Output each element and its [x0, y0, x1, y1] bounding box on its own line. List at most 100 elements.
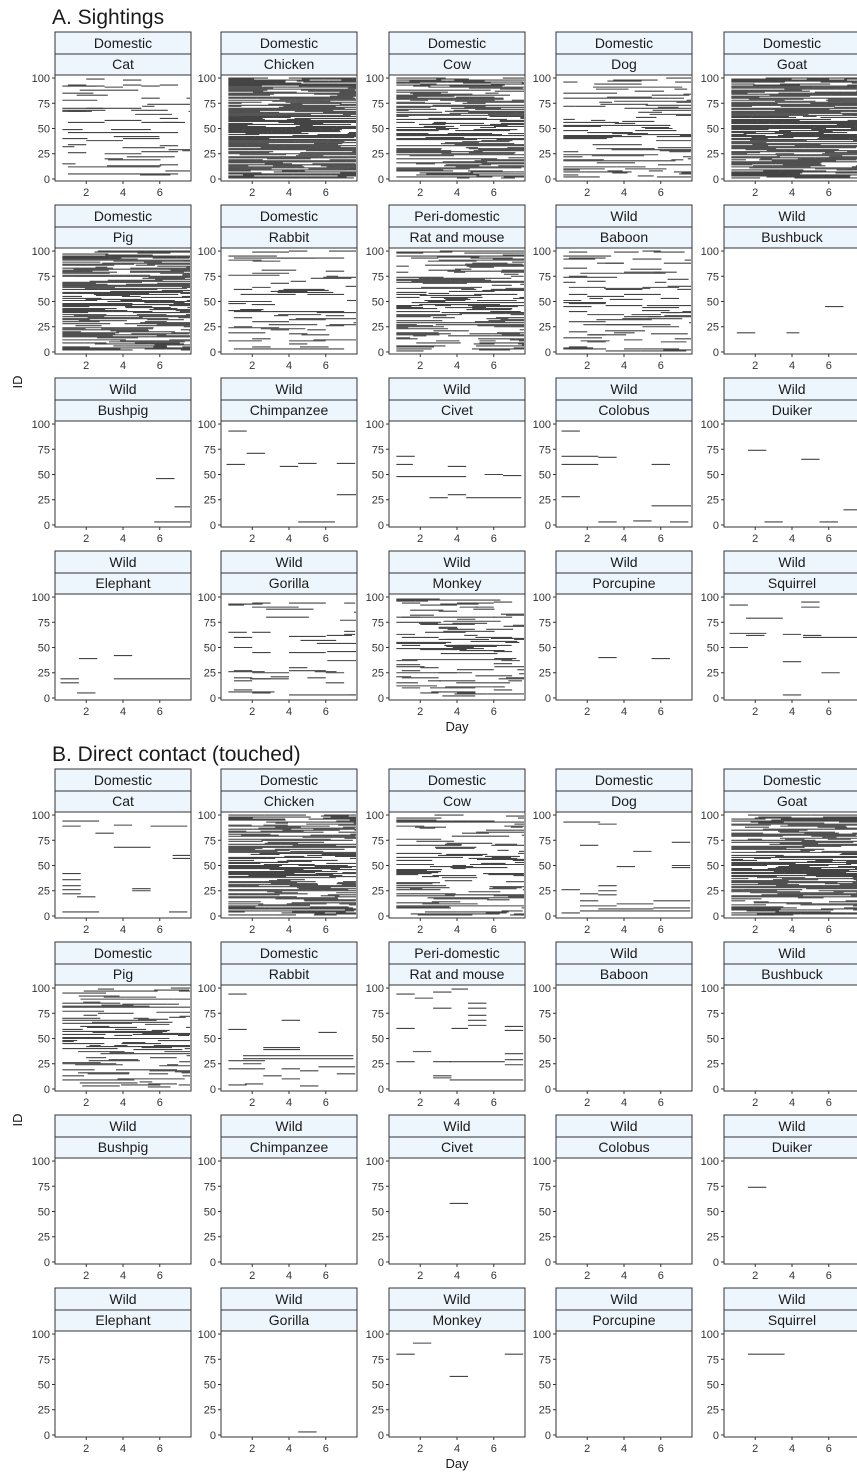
group-label: Domestic — [595, 772, 653, 788]
y-tick-label: 50 — [707, 643, 719, 655]
facet-panel-dog: Domestic Dog 0 25 50 75 100 2 4 6 — [533, 768, 693, 936]
segments — [561, 821, 691, 914]
group-label: Wild — [778, 1291, 805, 1307]
x-tick-label: 6 — [323, 1097, 329, 1109]
y-tick-label: 100 — [198, 419, 216, 431]
species-label: Dog — [611, 56, 637, 72]
y-tick-label: 75 — [38, 271, 50, 283]
y-tick-label: 100 — [701, 1156, 719, 1168]
y-tick-label: 0 — [545, 520, 551, 532]
x-tick-label: 6 — [658, 706, 664, 718]
facet-panel-goat: Domestic Goat 0 25 50 75 100 2 4 6 — [701, 768, 857, 936]
species-label: Goat — [777, 793, 807, 809]
x-tick-label: 4 — [621, 924, 627, 936]
y-tick-label: 75 — [372, 98, 384, 110]
x-tick-label: 4 — [789, 1443, 795, 1455]
y-tick-label: 0 — [378, 174, 384, 186]
y-tick-label: 25 — [204, 668, 216, 680]
y-tick-label: 100 — [533, 983, 551, 995]
y-tick-label: 50 — [372, 643, 384, 655]
facet-panel-pig: Domestic Pig 0 25 50 75 100 2 4 6 — [32, 941, 192, 1109]
x-tick-label: 4 — [454, 533, 460, 545]
segments — [396, 455, 522, 499]
y-tick-label: 0 — [44, 1430, 50, 1442]
species-label: Bushpig — [98, 402, 149, 418]
group-label: Peri-domestic — [414, 208, 500, 224]
x-tick-label: 6 — [826, 706, 832, 718]
facet-panel-chicken: Domestic Chicken 0 25 50 75 100 2 4 6 — [198, 31, 358, 199]
x-tick-label: 2 — [417, 924, 423, 936]
x-tick-label: 4 — [621, 1270, 627, 1282]
x-tick-label: 2 — [249, 1270, 255, 1282]
y-tick-label: 50 — [539, 1380, 551, 1392]
y-tick-label: 75 — [372, 444, 384, 456]
segments — [62, 78, 190, 176]
y-tick-label: 25 — [372, 1232, 384, 1244]
x-tick-label: 6 — [323, 533, 329, 545]
y-tick-label: 50 — [204, 861, 216, 873]
x-tick-label: 2 — [249, 1097, 255, 1109]
x-tick-label: 4 — [120, 1097, 126, 1109]
species-label: Gorilla — [269, 575, 310, 591]
x-tick-label: 6 — [323, 924, 329, 936]
y-tick-label: 50 — [707, 297, 719, 309]
x-tick-label: 2 — [752, 924, 758, 936]
group-label: Domestic — [595, 35, 653, 51]
y-tick-label: 50 — [539, 1207, 551, 1219]
x-tick-label: 4 — [120, 706, 126, 718]
y-tick-label: 75 — [707, 1181, 719, 1193]
x-tick-label: 6 — [157, 1443, 163, 1455]
y-tick-label: 100 — [366, 810, 384, 822]
y-tick-label: 75 — [204, 98, 216, 110]
group-label: Wild — [610, 1118, 637, 1134]
x-tick-label: 2 — [752, 187, 758, 199]
y-tick-label: 50 — [539, 470, 551, 482]
group-label: Wild — [443, 1291, 470, 1307]
y-tick-label: 25 — [204, 322, 216, 334]
x-tick-label: 6 — [658, 1097, 664, 1109]
y-tick-label: 25 — [539, 322, 551, 334]
x-tick-label: 2 — [584, 706, 590, 718]
y-tick-label: 25 — [38, 322, 50, 334]
plot-area — [220, 1330, 358, 1438]
y-tick-label: 75 — [372, 617, 384, 629]
y-tick-label: 100 — [32, 592, 50, 604]
plot-area — [388, 984, 526, 1092]
group-label: Wild — [109, 554, 136, 570]
y-tick-label: 50 — [707, 124, 719, 136]
y-tick-label: 0 — [713, 693, 719, 705]
y-tick-label: 50 — [38, 861, 50, 873]
y-tick-label: 100 — [533, 592, 551, 604]
x-tick-label: 6 — [323, 1443, 329, 1455]
y-tick-label: 25 — [539, 495, 551, 507]
x-tick-label: 6 — [491, 706, 497, 718]
x-tick-label: 6 — [658, 360, 664, 372]
plot-area — [54, 1330, 192, 1438]
y-tick-label: 100 — [198, 73, 216, 85]
x-tick-label: 4 — [286, 187, 292, 199]
x-tick-label: 6 — [157, 1270, 163, 1282]
y-tick-label: 100 — [198, 1156, 216, 1168]
facet-panel-baboon: Wild Baboon 0 25 50 75 100 2 4 6 — [533, 941, 693, 1109]
group-label: Wild — [443, 1118, 470, 1134]
y-tick-label: 50 — [38, 1207, 50, 1219]
x-tick-label: 4 — [454, 360, 460, 372]
segments — [729, 601, 857, 696]
y-tick-label: 100 — [533, 419, 551, 431]
y-tick-label: 100 — [32, 810, 50, 822]
facet-panel-pig: Domestic Pig 0 25 50 75 100 2 4 6 — [32, 204, 192, 372]
facet-panel-gorilla: Wild Gorilla 0 25 50 75 100 2 4 6 — [198, 1287, 358, 1455]
facet-panel-chimpanzee: Wild Chimpanzee 0 25 50 75 100 2 4 6 — [198, 1114, 358, 1282]
segments — [60, 655, 190, 694]
facet-panel-baboon: Wild Baboon 0 25 50 75 100 2 4 6 — [533, 204, 693, 372]
x-tick-label: 2 — [584, 533, 590, 545]
x-tick-label: 2 — [752, 706, 758, 718]
x-tick-label: 4 — [286, 360, 292, 372]
y-tick-label: 25 — [204, 1059, 216, 1071]
y-tick-label: 100 — [32, 419, 50, 431]
y-tick-label: 75 — [372, 1354, 384, 1366]
species-label: Pig — [113, 966, 133, 982]
y-tick-label: 50 — [372, 124, 384, 136]
y-tick-label: 75 — [204, 1354, 216, 1366]
